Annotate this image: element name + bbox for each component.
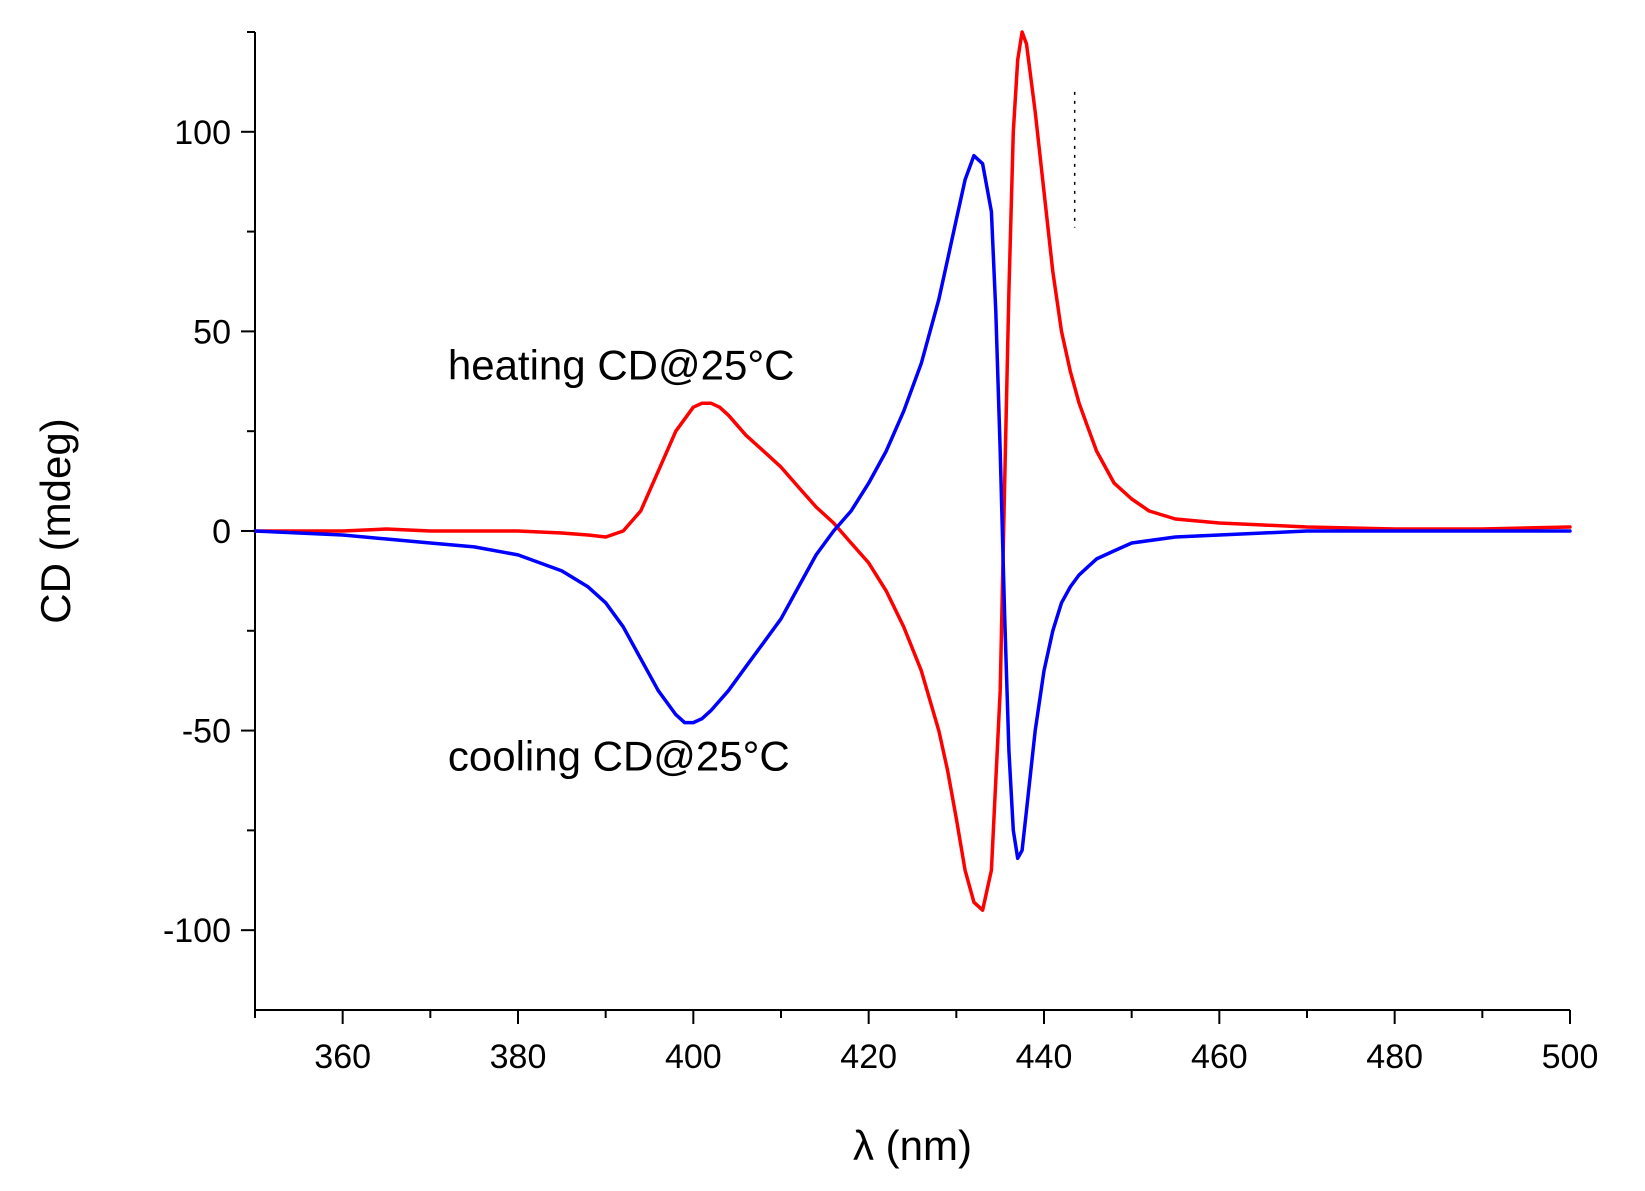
x-tick-label: 480 bbox=[1366, 1038, 1423, 1076]
y-tick-label: 0 bbox=[212, 513, 231, 551]
annotation-heating: heating CD@25°C bbox=[448, 341, 795, 388]
y-axis-title: CD (mdeg) bbox=[32, 418, 79, 623]
x-tick-label: 420 bbox=[840, 1038, 897, 1076]
x-tick-label: 440 bbox=[1016, 1038, 1073, 1076]
x-axis-title: λ (nm) bbox=[853, 1122, 972, 1169]
x-tick-label: 460 bbox=[1191, 1038, 1248, 1076]
y-tick-label: 100 bbox=[174, 114, 231, 152]
x-tick-label: 400 bbox=[665, 1038, 722, 1076]
cooling-series-line bbox=[253, 153, 1572, 861]
plot-frame bbox=[254, 32, 1570, 1011]
tick-layer: 360 380 400 420 440 460 480 500 -100 -50 0 50 100 bbox=[163, 31, 1599, 1076]
y-tick-label: 50 bbox=[193, 313, 231, 351]
series-layer bbox=[253, 30, 1572, 912]
x-tick-label: 500 bbox=[1542, 1038, 1599, 1076]
annotation-cooling: cooling CD@25°C bbox=[448, 732, 790, 779]
x-tick-label: 360 bbox=[314, 1038, 371, 1076]
heating-series-line bbox=[253, 30, 1572, 912]
label-layer: λ (nm) CD (mdeg) heating CD@25°C cooling… bbox=[32, 341, 972, 1169]
y-tick-label: -50 bbox=[182, 713, 231, 751]
x-tick-label: 380 bbox=[490, 1038, 547, 1076]
y-tick-label: -100 bbox=[163, 912, 231, 950]
